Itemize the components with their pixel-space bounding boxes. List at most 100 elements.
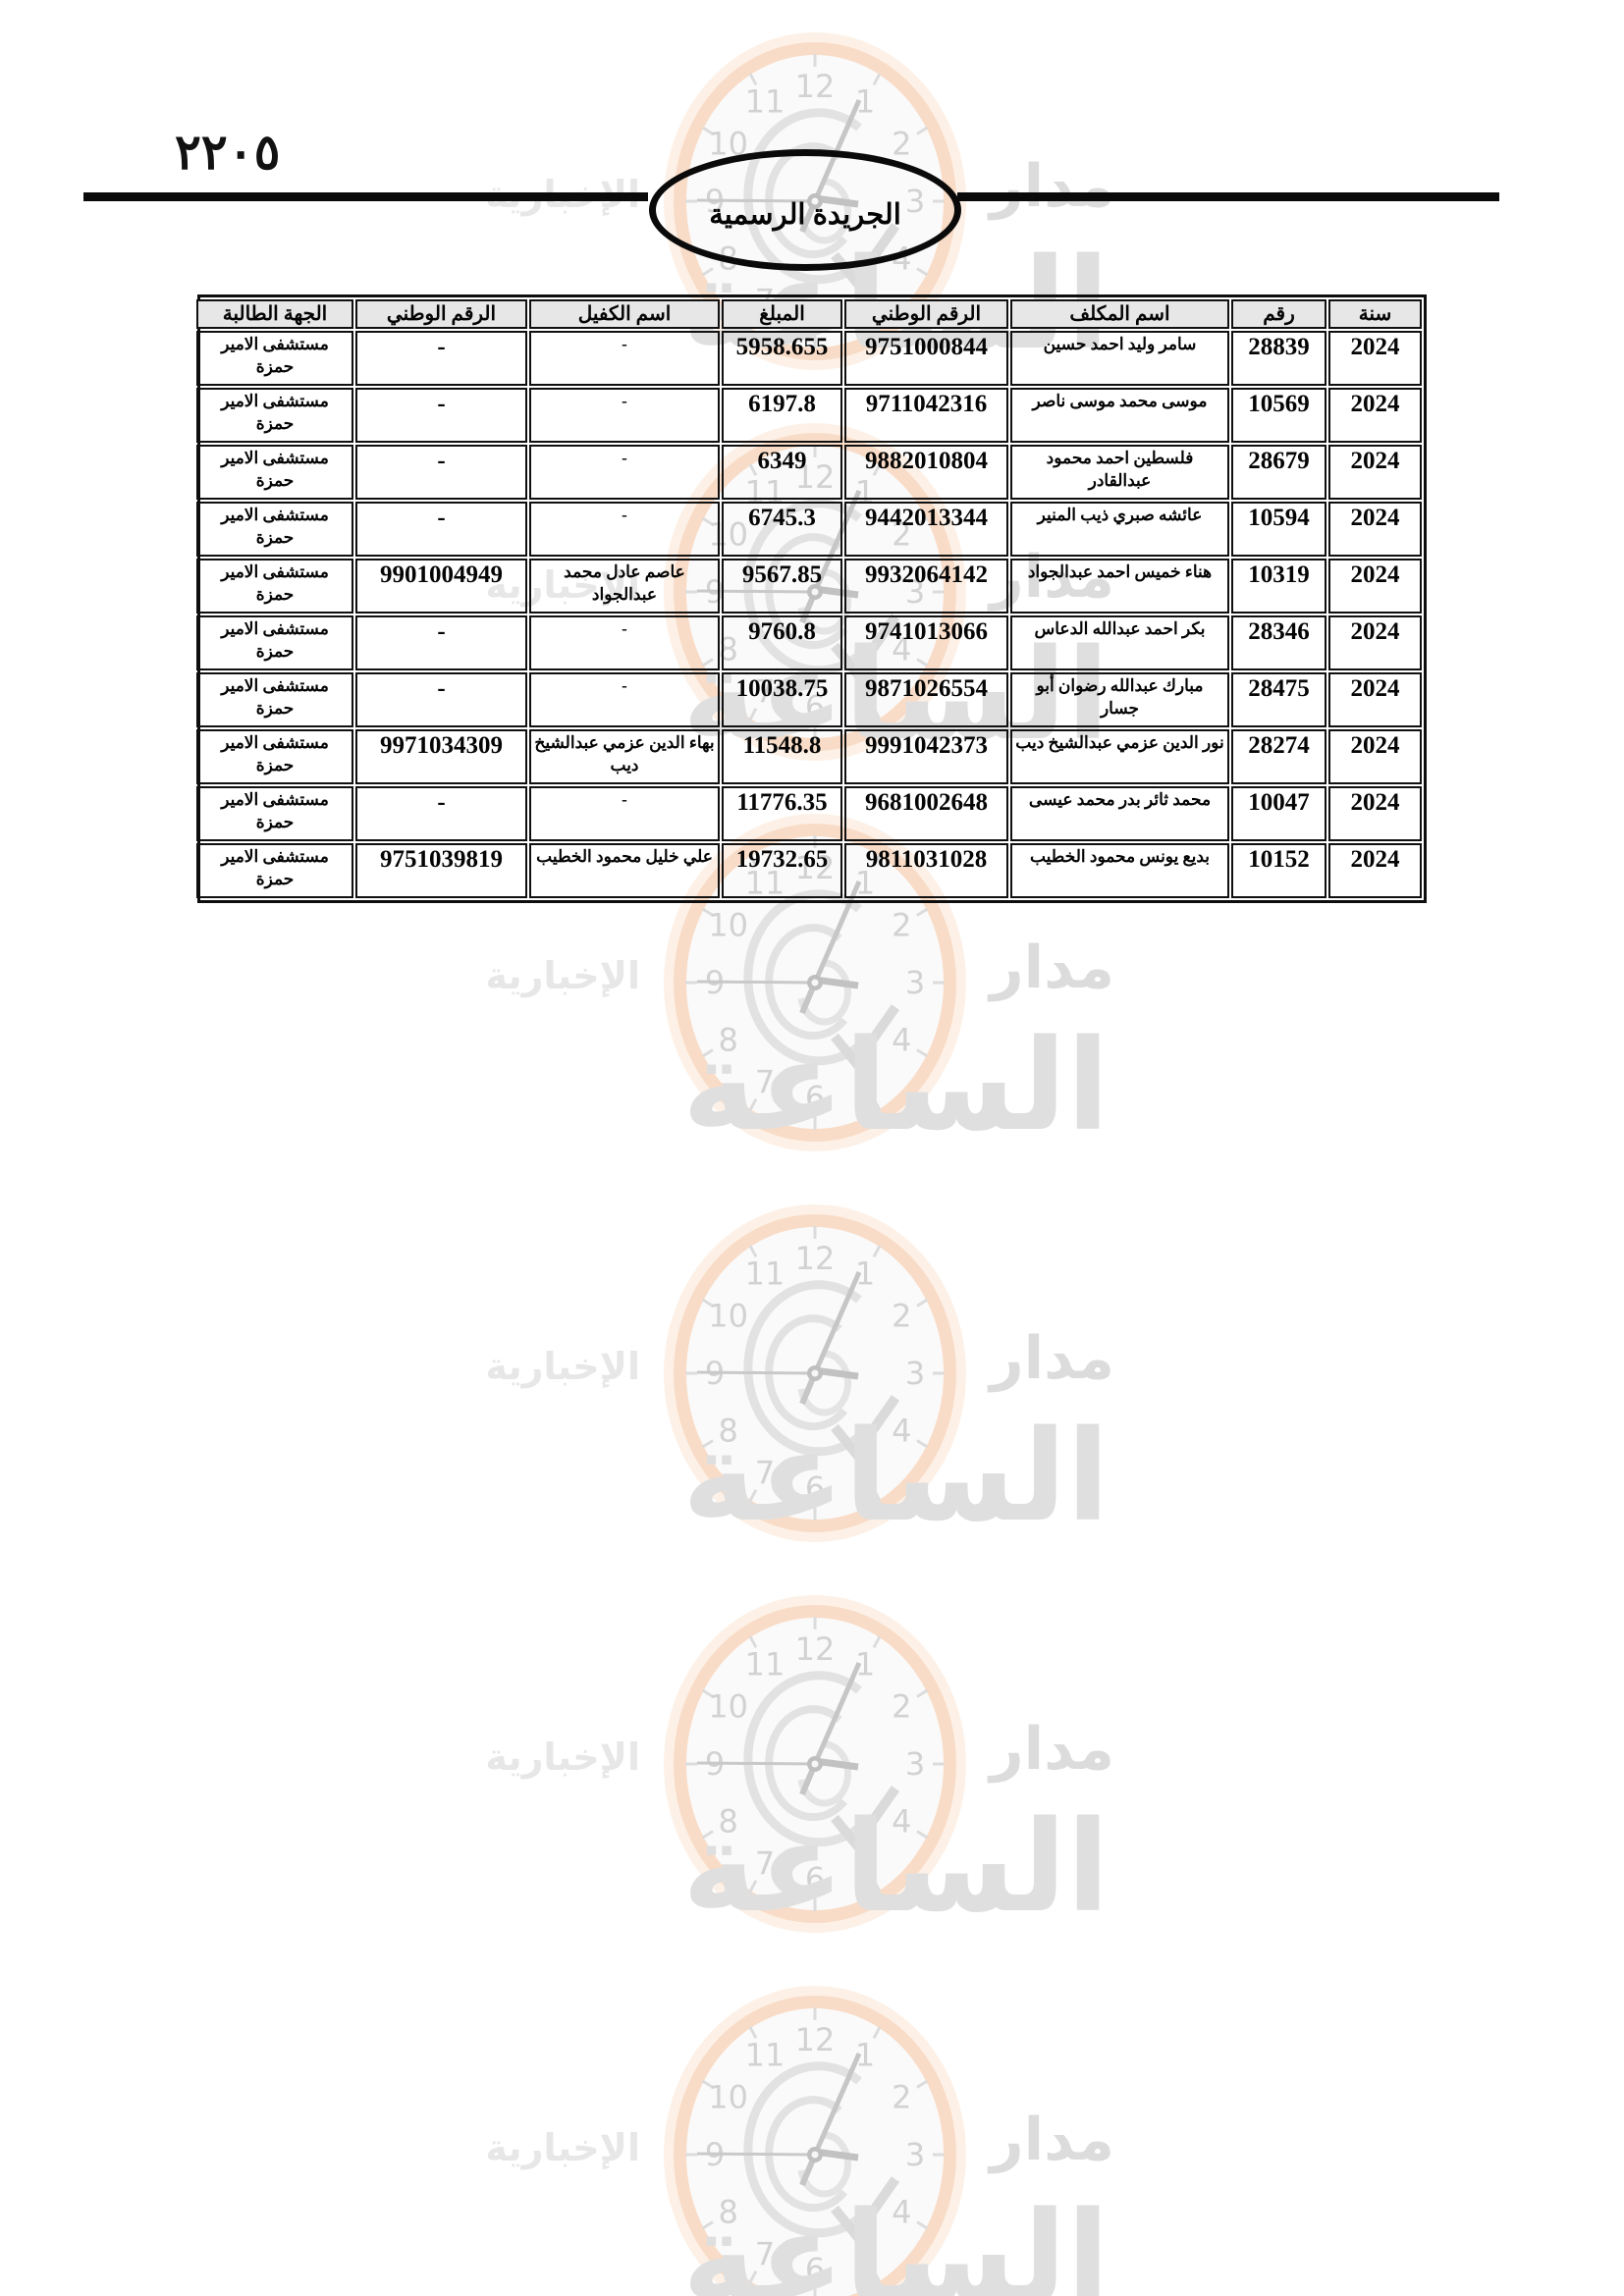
svg-text:8: 8 [718, 1413, 737, 1450]
table-cell: مستشفى الامير حمزة [196, 388, 353, 443]
table-cell: - [355, 445, 527, 500]
table-cell: 10569 [1231, 388, 1326, 443]
watermark-brand-sub: الإخبارية [485, 1735, 640, 1779]
table-cell: 28475 [1231, 672, 1326, 727]
records-table: سنة رقم اسم المكلف الرقم الوطني المبلغ اسم ال… [194, 297, 1424, 900]
svg-text:3: 3 [905, 1355, 925, 1392]
table-cell: 2024 [1328, 388, 1422, 443]
table-cell: 5958.655 [722, 331, 842, 386]
table-cell: 9741013066 [844, 615, 1008, 670]
table-cell: 10047 [1231, 786, 1326, 841]
svg-text:1: 1 [855, 1255, 875, 1293]
svg-text:2: 2 [892, 126, 911, 163]
table-cell: 2024 [1328, 729, 1422, 784]
svg-text:8: 8 [718, 1022, 737, 1059]
table-cell: 10594 [1231, 502, 1326, 557]
svg-text:4: 4 [892, 1022, 911, 1059]
table-cell: 9871026554 [844, 672, 1008, 727]
table-header-cell: سنة [1328, 299, 1422, 329]
table-cell: 28346 [1231, 615, 1326, 670]
svg-text:12: 12 [795, 1240, 836, 1277]
svg-text:7: 7 [755, 2235, 775, 2272]
table-row: 2024 28274 نور الدين عزمي عبدالشيخ ديب 9991… [196, 729, 1422, 784]
table-cell: بكر احمد عبدالله الدعاس [1010, 615, 1229, 670]
table-cell: - [529, 672, 720, 727]
watermark-brand-top: مدار [990, 934, 1114, 1002]
table-cell: مستشفى الامير حمزة [196, 672, 353, 727]
svg-text:2: 2 [892, 516, 911, 554]
table-cell: 2024 [1328, 502, 1422, 557]
table-cell: 9681002648 [844, 786, 1008, 841]
table-cell: 9811031028 [844, 843, 1008, 898]
svg-text:4: 4 [892, 631, 911, 668]
watermark-brand-main: الساعة [681, 1794, 1110, 1941]
svg-text:11: 11 [745, 474, 785, 511]
svg-text:3: 3 [905, 573, 925, 611]
watermark-brand-sub: الإخبارية [485, 954, 640, 997]
table-header-cell: اسم الكفيل [529, 299, 720, 329]
table-cell: 9711042316 [844, 388, 1008, 443]
table-row: 2024 28475 مبارك عبدالله رضوان أبو جسار 987… [196, 672, 1422, 727]
svg-text:7: 7 [755, 1454, 775, 1491]
svg-text:1: 1 [855, 1646, 875, 1683]
table-cell: - [529, 502, 720, 557]
gazette-oval: الجريدة الرسمية [649, 149, 961, 271]
table-cell: موسى محمد موسى ناصر [1010, 388, 1229, 443]
svg-text:1: 1 [855, 865, 875, 902]
table-header-cell: الرقم الوطني [355, 299, 527, 329]
svg-text:12: 12 [795, 68, 836, 105]
svg-text:12: 12 [795, 458, 836, 496]
svg-text:6: 6 [805, 1469, 825, 1507]
svg-text:2: 2 [892, 907, 911, 944]
table-cell: فلسطين احمد محمود عبدالقادر [1010, 445, 1229, 500]
table-cell: بديع يونس محمود الخطيب [1010, 843, 1229, 898]
table-cell: 2024 [1328, 786, 1422, 841]
table-header-cell: رقم [1231, 299, 1326, 329]
svg-text:6: 6 [805, 2251, 825, 2288]
table-cell: 9751039819 [355, 843, 527, 898]
table-cell: بهاء الدين عزمي عبدالشيخ ديب [529, 729, 720, 784]
table-cell: - [529, 615, 720, 670]
svg-text:4: 4 [892, 2194, 911, 2231]
svg-text:8: 8 [718, 1803, 737, 1841]
records-table-wrap: سنة رقم اسم المكلف الرقم الوطني المبلغ اسم ال… [194, 294, 1427, 903]
svg-text:10: 10 [708, 1298, 748, 1335]
table-row: 2024 10594 عائشه صبري ذيب المنير 9442013344… [196, 502, 1422, 557]
table-header-cell: الرقم الوطني [844, 299, 1008, 329]
table-cell: سامر وليد احمد حسين [1010, 331, 1229, 386]
table-cell: - [355, 615, 527, 670]
svg-text:12: 12 [795, 1630, 836, 1668]
table-row: 2024 10569 موسى محمد موسى ناصر 9711042316 61… [196, 388, 1422, 443]
svg-text:2: 2 [892, 1688, 911, 1726]
svg-text:11: 11 [745, 1646, 785, 1683]
table-cell: نور الدين عزمي عبدالشيخ ديب [1010, 729, 1229, 784]
svg-text:7: 7 [755, 1844, 775, 1882]
table-row: 2024 28679 فلسطين احمد محمود عبدالقادر 9882… [196, 445, 1422, 500]
svg-text:5: 5 [855, 1063, 875, 1100]
table-header-cell: الجهة الطالبة [196, 299, 353, 329]
svg-text:7: 7 [755, 1063, 775, 1100]
table-cell: 9442013344 [844, 502, 1008, 557]
table-cell: مستشفى الامير حمزة [196, 843, 353, 898]
svg-text:11: 11 [745, 83, 785, 121]
watermark-brand-main: الساعة [681, 1013, 1110, 1159]
table-cell: 2024 [1328, 445, 1422, 500]
svg-text:11: 11 [745, 865, 785, 902]
table-cell: 28679 [1231, 445, 1326, 500]
watermark-brand-top: مدار [990, 2106, 1114, 2174]
watermark-brand-sub: الإخبارية [485, 563, 640, 607]
table-header-cell: المبلغ [722, 299, 842, 329]
svg-text:6: 6 [805, 1860, 825, 1897]
table-cell: 2024 [1328, 672, 1422, 727]
svg-text:5: 5 [855, 2235, 875, 2272]
table-cell: 19732.65 [722, 843, 842, 898]
table-cell: 11776.35 [722, 786, 842, 841]
svg-text:3: 3 [905, 964, 925, 1001]
table-row: 2024 28839 سامر وليد احمد حسين 9751000844 59… [196, 331, 1422, 386]
watermark-brand-main: الساعة [681, 2185, 1110, 2296]
table-cell: 9567.85 [722, 559, 842, 614]
table-cell: علي خليل محمود الخطيب [529, 843, 720, 898]
table-cell: - [529, 388, 720, 443]
